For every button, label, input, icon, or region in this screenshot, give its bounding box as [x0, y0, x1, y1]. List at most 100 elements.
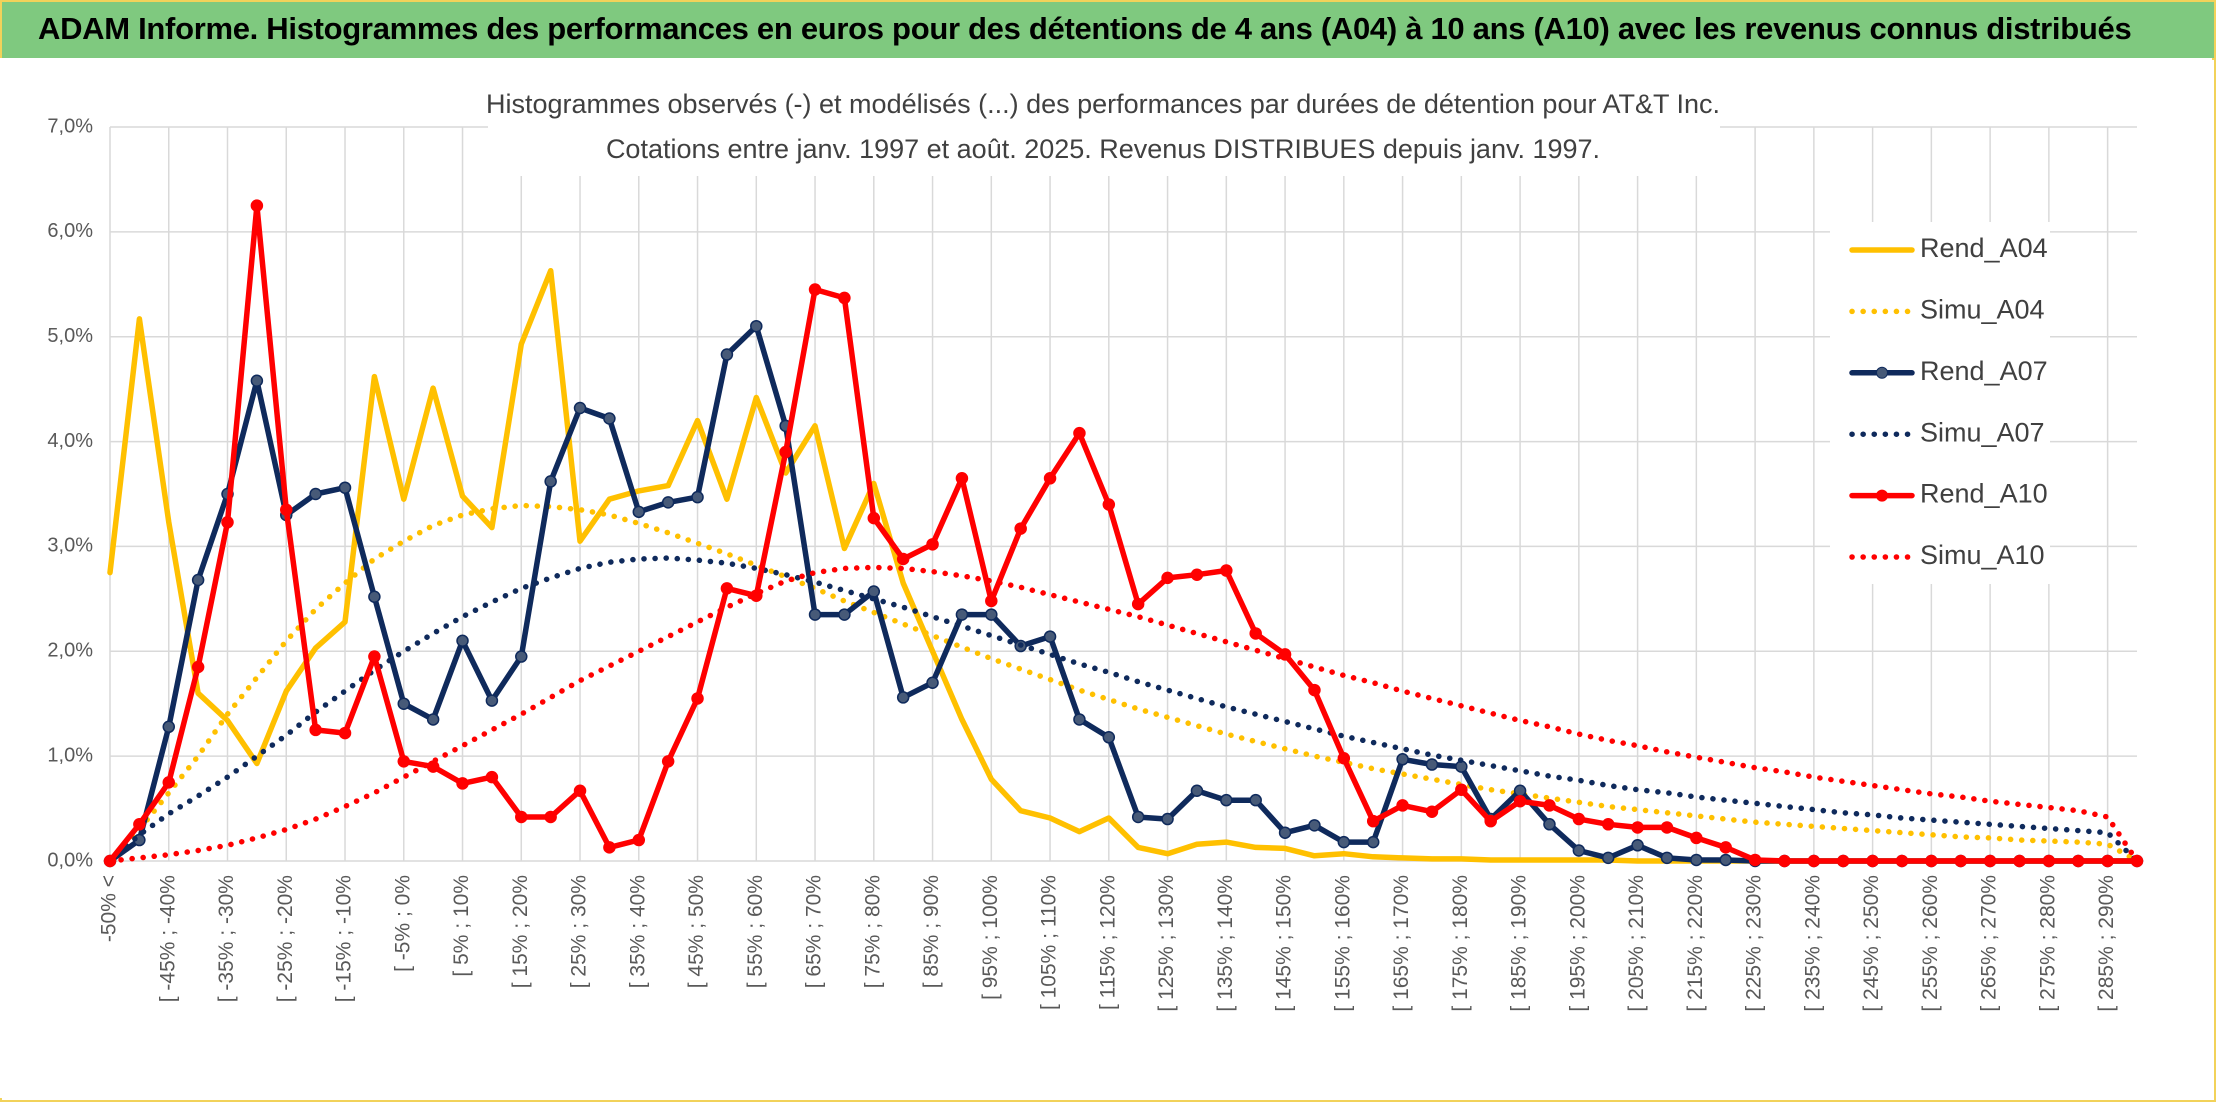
- point-marker: [221, 516, 234, 529]
- x-tick-label: [ 15% ; 20%: [509, 875, 532, 988]
- point-marker: [955, 608, 969, 621]
- x-tick-label: [ 175% ; 180%: [1449, 875, 1472, 1012]
- x-tick-label: [ 235% ; 240%: [1801, 875, 1824, 1012]
- x-tick-label: [ 185% ; 190%: [1508, 875, 1531, 1012]
- point-marker: [955, 472, 969, 485]
- point-marker: [603, 412, 616, 425]
- x-tick-label: [ 195% ; 200%: [1566, 875, 1589, 1012]
- x-tick-label: [ -35% ; -30%: [215, 875, 238, 1002]
- y-tick-label: 6,0%: [47, 220, 93, 242]
- point-marker: [456, 634, 469, 648]
- point-marker: [1660, 821, 1674, 834]
- point-marker: [1396, 753, 1409, 766]
- x-tick-label: [ 265% ; 270%: [1978, 875, 2001, 1012]
- model-line: [107, 502, 2140, 864]
- x-tick-label: [ -25% ; -20%: [274, 875, 297, 1002]
- point-marker: [1337, 751, 1351, 765]
- x-tick-label: [ 135% ; 140%: [1214, 875, 1237, 1012]
- x-tick-label: [ 125% ; 130%: [1155, 875, 1178, 1012]
- y-tick-label: 3,0%: [47, 535, 93, 557]
- point-marker: [1543, 818, 1556, 831]
- point-marker: [1425, 805, 1439, 818]
- point-marker: [1425, 758, 1439, 771]
- point-marker: [338, 726, 352, 740]
- point-marker: [515, 650, 528, 663]
- y-tick-label: 2,0%: [47, 640, 93, 662]
- x-tick-label: [ 145% ; 150%: [1273, 875, 1296, 1012]
- point-marker: [1690, 831, 1703, 845]
- point-marker: [397, 697, 411, 710]
- point-marker: [1719, 853, 1732, 867]
- point-marker: [1366, 814, 1380, 828]
- legend-label: Rend_A04: [1920, 233, 2048, 263]
- observed-line: [107, 202, 2140, 864]
- point-marker: [1043, 472, 1057, 485]
- header: ADAM Informe. Histogrammes des performan…: [2, 2, 2214, 60]
- point-marker: [2101, 854, 2114, 868]
- point-marker: [191, 573, 205, 587]
- point-marker: [250, 374, 264, 388]
- point-marker: [426, 713, 440, 726]
- x-tick-label: [ 165% ; 170%: [1390, 875, 1413, 1012]
- y-tick-label: 0,0%: [47, 849, 93, 871]
- legend-marker: [1876, 366, 1888, 379]
- x-tick-label: [ 115% ; 120%: [1096, 875, 1119, 1010]
- x-tick-label: [ 215% ; 220%: [1684, 875, 1707, 1012]
- point-marker: [867, 585, 881, 598]
- point-marker: [1337, 835, 1351, 849]
- point-marker: [985, 594, 998, 608]
- point-marker: [2130, 854, 2144, 868]
- point-marker: [896, 691, 910, 704]
- header-title: ADAM Informe. Histogrammes des performan…: [38, 11, 2132, 46]
- point-marker: [1278, 826, 1292, 839]
- point-marker: [603, 841, 616, 854]
- point-marker: [1102, 498, 1116, 511]
- point-marker: [632, 833, 646, 847]
- point-marker: [1220, 564, 1233, 577]
- point-marker: [1190, 568, 1204, 581]
- point-marker: [926, 676, 939, 689]
- point-marker: [1073, 713, 1086, 726]
- point-marker: [309, 487, 322, 501]
- point-marker: [1807, 854, 1821, 868]
- point-marker: [1131, 597, 1145, 611]
- x-tick-label: [ 155% ; 160%: [1331, 875, 1354, 1012]
- point-marker: [838, 291, 851, 305]
- legend-label: Rend_A10: [1920, 479, 2048, 509]
- x-tick-label: [ -15% ; -10%: [333, 875, 356, 1002]
- x-tick-label: [ 105% ; 110%: [1038, 875, 1061, 1010]
- legend-marker: [1876, 489, 1888, 502]
- y-tick-label: 7,0%: [47, 115, 93, 137]
- x-tick-label: [ 35% ; 40%: [626, 875, 649, 988]
- point-marker: [250, 199, 264, 212]
- point-marker: [1513, 784, 1527, 797]
- point-marker: [544, 475, 557, 488]
- point-marker: [573, 784, 587, 797]
- x-tick-label: [ 245% ; 250%: [1860, 875, 1883, 1012]
- point-marker: [1308, 819, 1321, 832]
- point-marker: [1895, 854, 1909, 868]
- point-marker: [573, 401, 587, 415]
- point-marker: [720, 348, 734, 361]
- point-marker: [1690, 853, 1703, 867]
- legend-label: Rend_A07: [1920, 356, 2048, 386]
- point-marker: [1366, 835, 1380, 849]
- point-marker: [544, 810, 557, 824]
- point-marker: [191, 660, 205, 674]
- point-marker: [1954, 854, 1967, 868]
- point-marker: [838, 608, 851, 621]
- point-marker: [1484, 814, 1497, 828]
- x-tick-label: [ 65% ; 70%: [803, 875, 826, 988]
- model-line: [107, 555, 2140, 864]
- x-tick-label: [ 225% ; 230%: [1743, 875, 1766, 1012]
- point-marker: [750, 319, 763, 333]
- chart-title: Cotations entre janv. 1997 et août. 2025…: [606, 134, 1600, 164]
- point-marker: [808, 283, 822, 296]
- point-marker: [1572, 844, 1586, 857]
- point-marker: [1601, 818, 1615, 831]
- point-marker: [397, 755, 411, 768]
- point-marker: [661, 496, 675, 509]
- point-marker: [1836, 854, 1850, 868]
- chart-title: Histogrammes observés (-) et modélisés (…: [486, 89, 1720, 119]
